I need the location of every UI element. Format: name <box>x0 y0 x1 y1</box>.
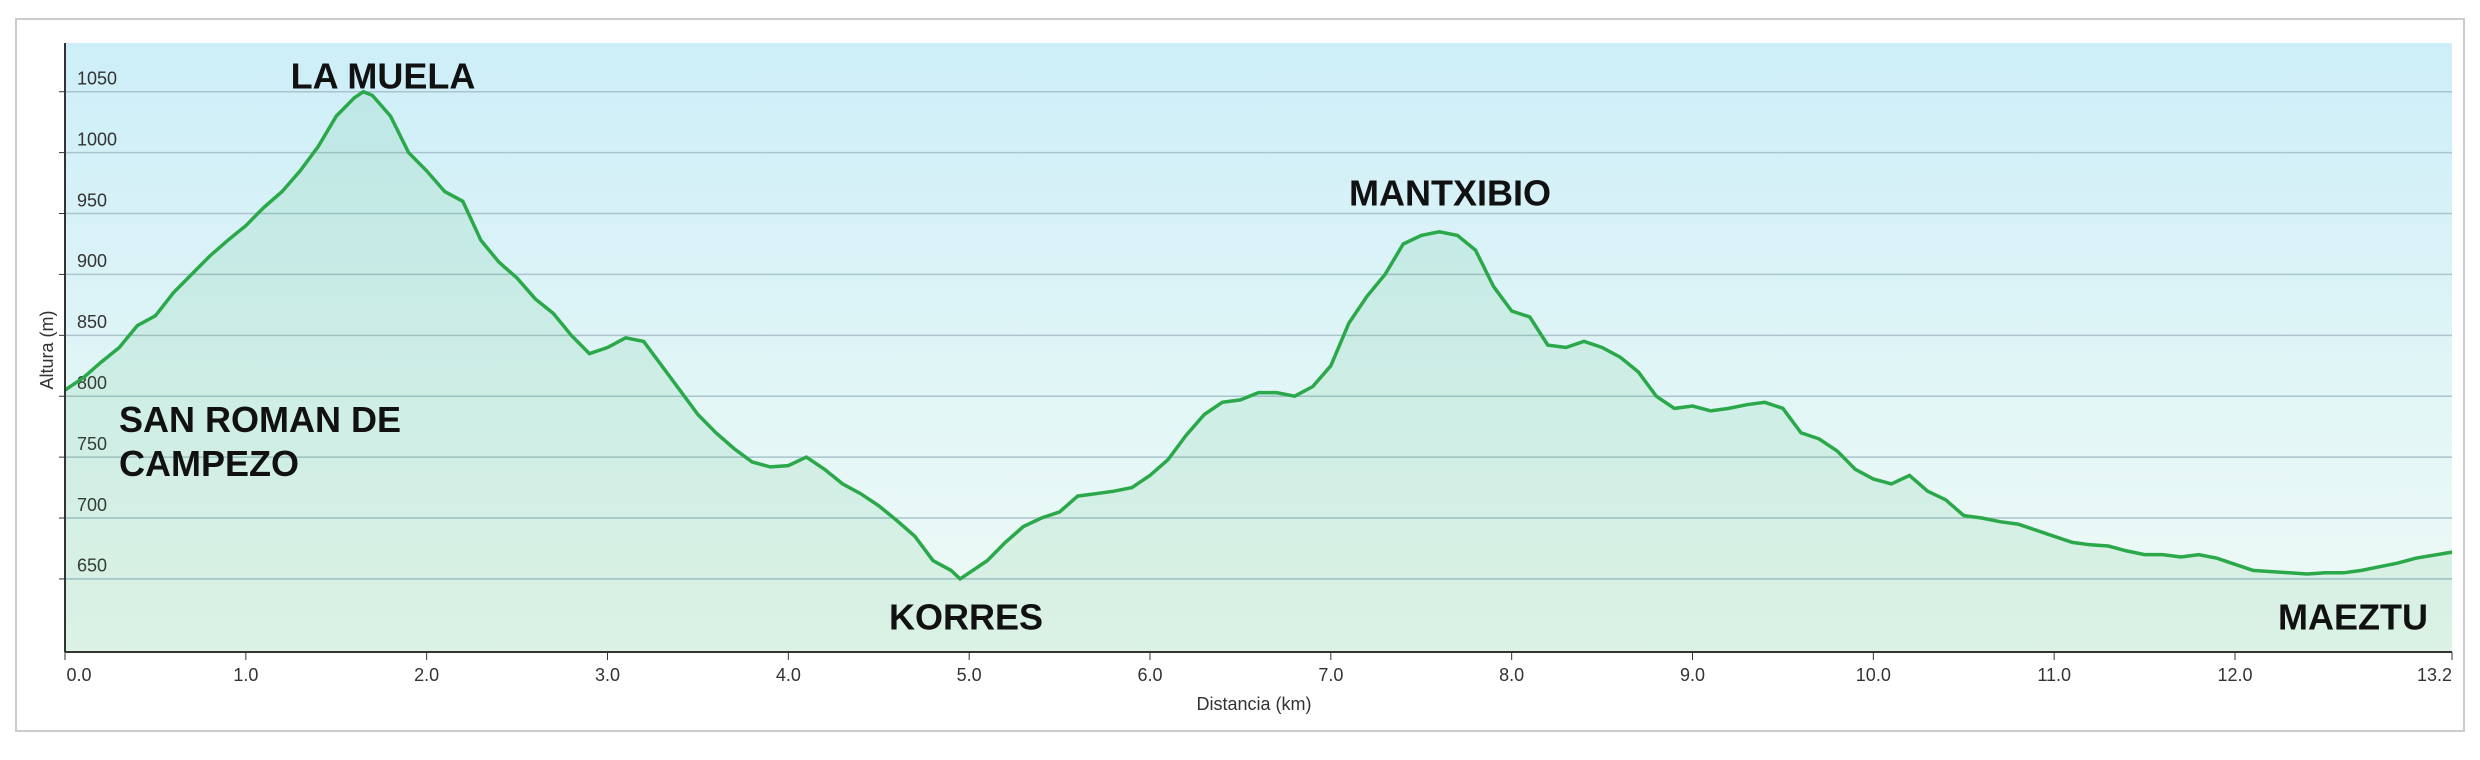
line <box>64 89 2453 582</box>
annotation: MANTXIBIO <box>1349 173 1551 214</box>
x-axis-label: Distancia (km) <box>1196 694 1311 714</box>
y-tick-label: 650 <box>77 556 107 576</box>
area <box>65 91 2452 652</box>
x-tick-label: 2.0 <box>414 665 439 685</box>
x-tick-label: 0.0 <box>66 665 91 685</box>
y-tick-label: 850 <box>77 312 107 332</box>
x-tick-label: 5.0 <box>957 665 982 685</box>
y-tick-label: 1000 <box>77 129 117 149</box>
plot-background <box>65 43 2452 652</box>
y-tick-label: 950 <box>77 190 107 210</box>
x-tick-label: 13.2 <box>2417 665 2452 685</box>
x-tick-label: 6.0 <box>1137 665 1162 685</box>
x-tick-label: 11.0 <box>2037 665 2071 685</box>
annotation: KORRES <box>889 597 1043 638</box>
x-tick-label: 7.0 <box>1318 665 1343 685</box>
y-tick-label: 750 <box>77 434 107 454</box>
y-axis-label: Altura (m) <box>37 310 57 389</box>
annotation: SAN ROMAN DE CAMPEZO <box>119 399 402 484</box>
x-tick-label: 9.0 <box>1680 665 1705 685</box>
x-tick-label: 1.0 <box>233 665 258 685</box>
x-tick-label: 12.0 <box>2217 665 2252 685</box>
x-tick-label: 8.0 <box>1499 665 1524 685</box>
y-tick-label: 1050 <box>77 68 117 88</box>
x-tick-label: 3.0 <box>595 665 620 685</box>
y-tick-label: 900 <box>77 251 107 271</box>
y-tick-label: 700 <box>77 495 107 515</box>
x-tick-label: 4.0 <box>776 665 801 685</box>
annotation: LA MUELA <box>291 56 476 97</box>
x-tick-label: 10.0 <box>1856 665 1891 685</box>
annotation: MAEZTU <box>2278 597 2428 638</box>
